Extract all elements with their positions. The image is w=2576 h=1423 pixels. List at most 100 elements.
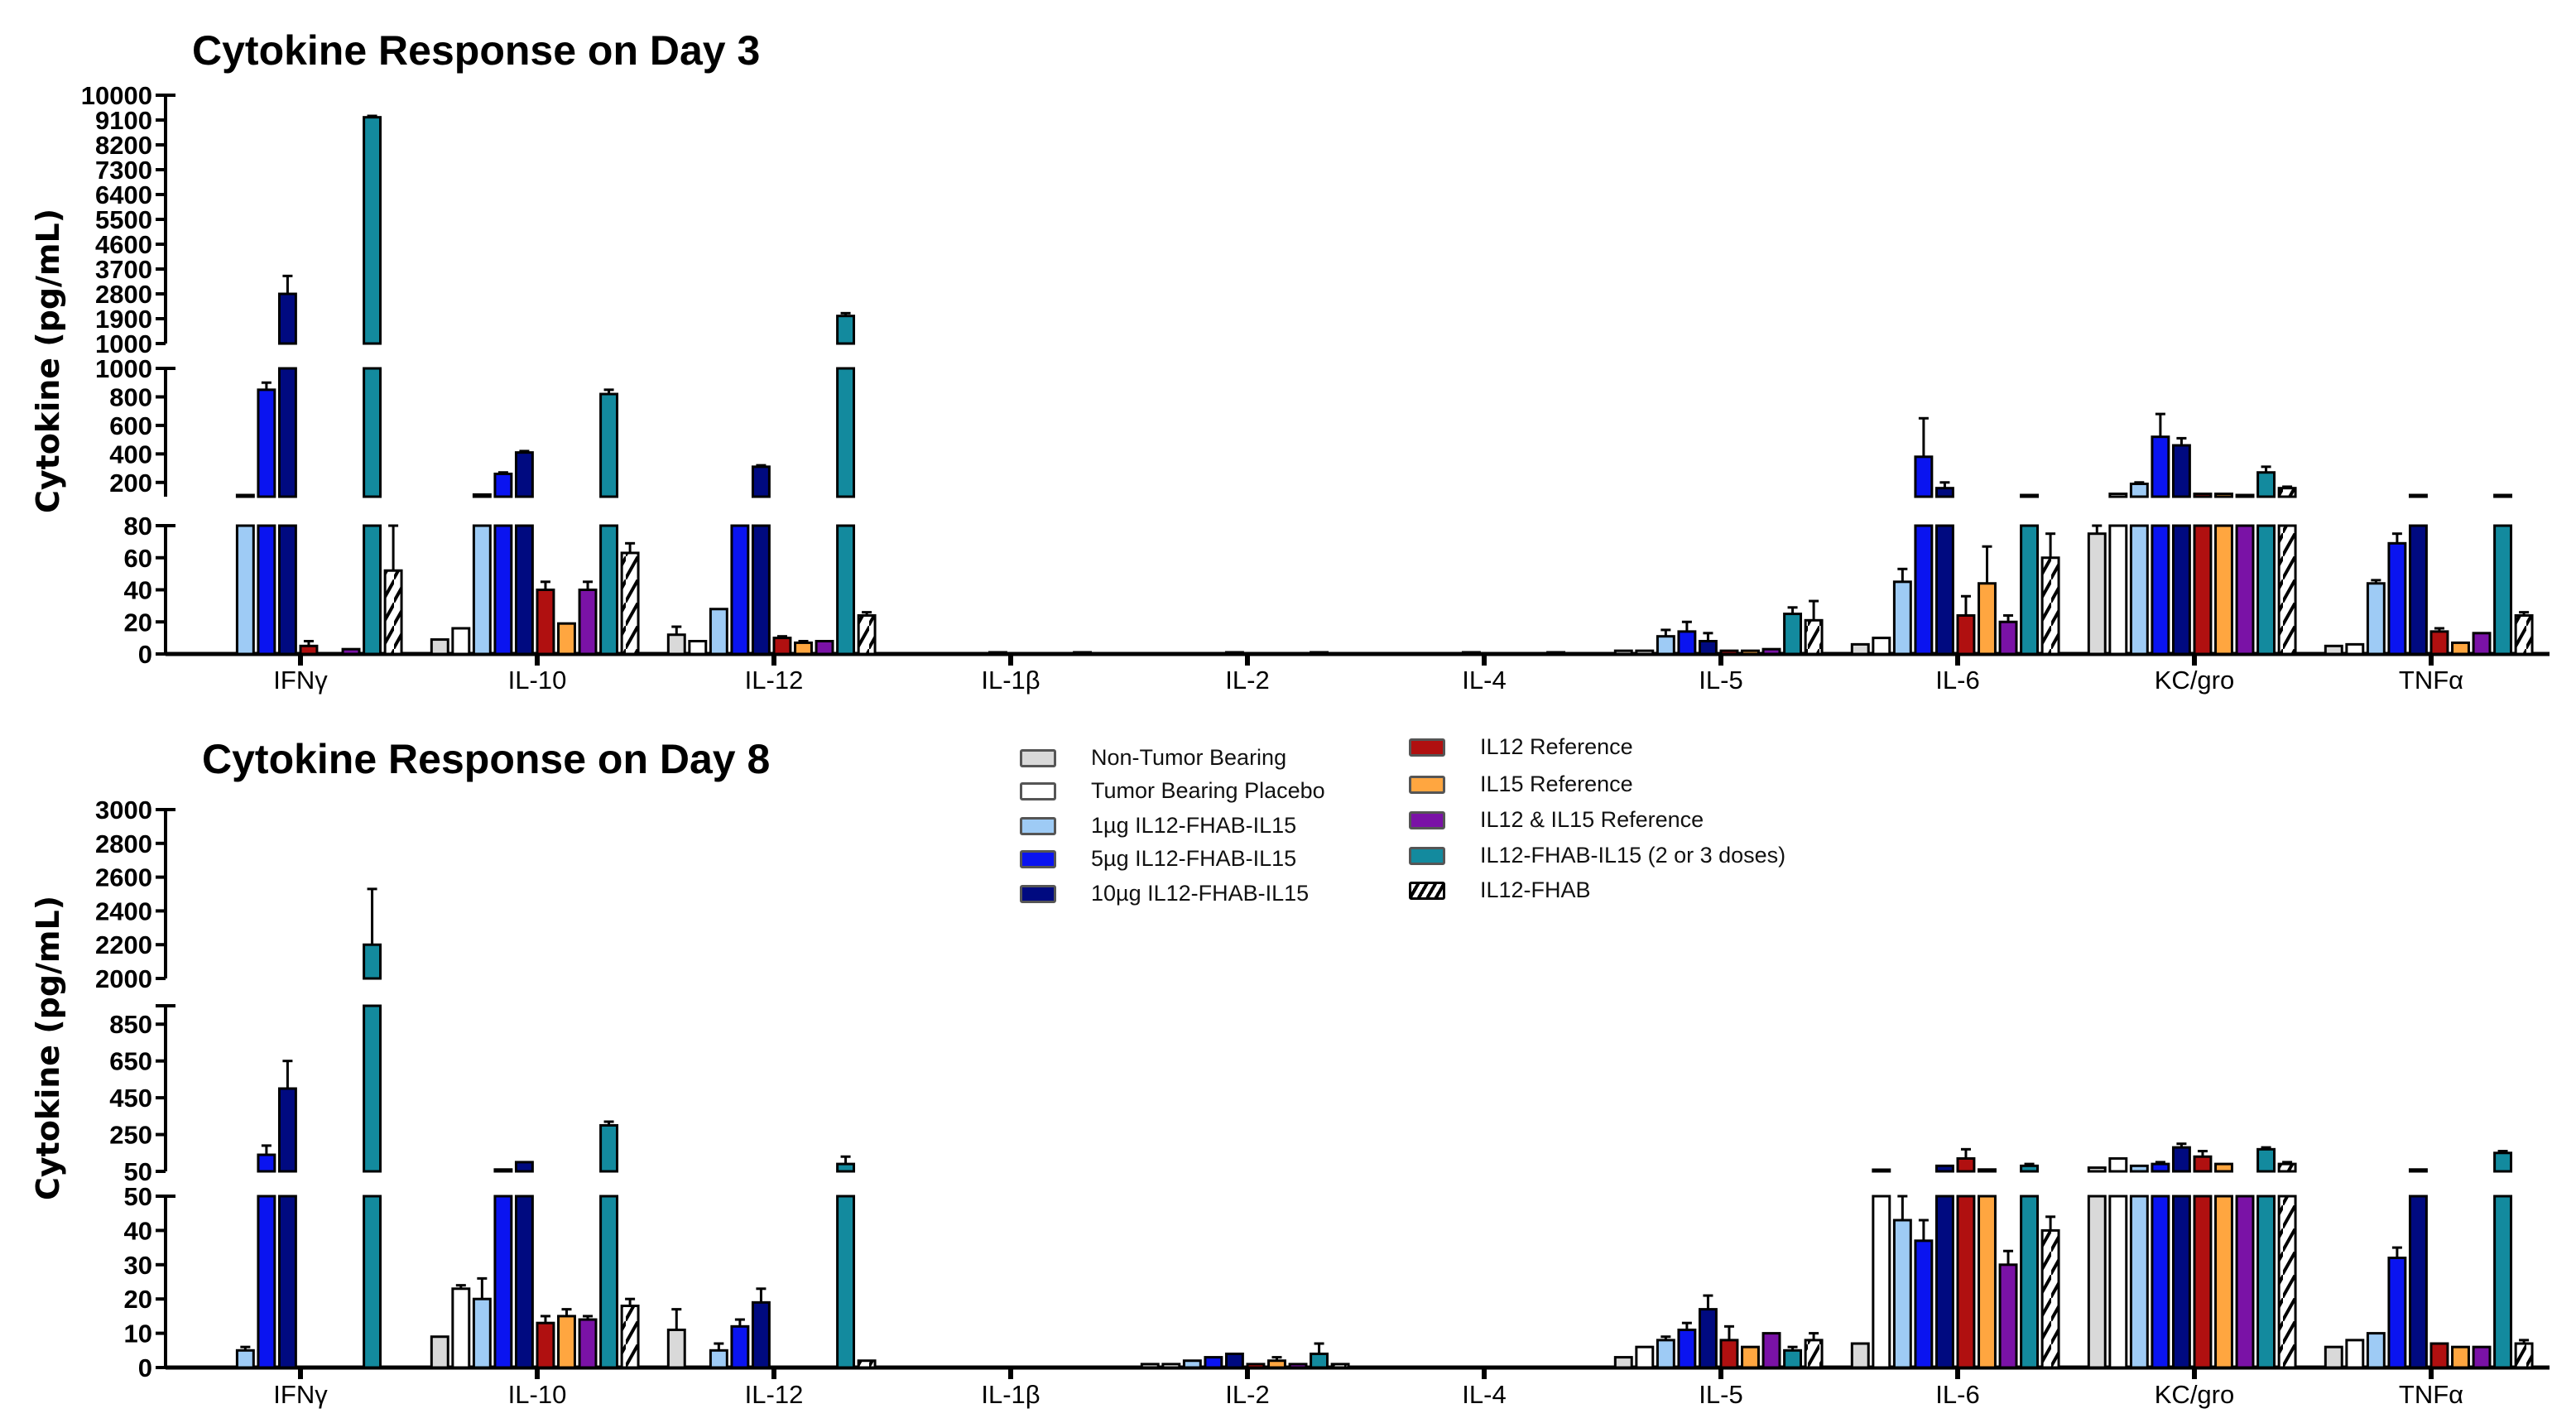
- bar: [2108, 1156, 2128, 1173]
- bar: [277, 1195, 297, 1369]
- bar: [2451, 641, 2470, 656]
- bar: [2040, 1228, 2060, 1369]
- bar: [1804, 618, 1824, 656]
- bar: [557, 1315, 576, 1369]
- y-tick-label: 5500: [95, 205, 152, 234]
- y-tick-label: 40: [124, 576, 152, 605]
- y-tick-label: 850: [109, 1010, 152, 1039]
- y-tick-label: 1900: [95, 305, 152, 334]
- bar: [599, 392, 619, 498]
- bar: [472, 493, 492, 498]
- bar: [493, 472, 513, 498]
- x-tick-label: KC/gro: [2155, 1380, 2234, 1409]
- bar: [1783, 1348, 1803, 1369]
- bar: [2429, 630, 2449, 656]
- bar: [1956, 1156, 1976, 1173]
- bar: [514, 1161, 534, 1173]
- bar: [1741, 1345, 1760, 1369]
- bar: [2151, 1195, 2170, 1369]
- bar: [1677, 1328, 1697, 1369]
- x-tick-label: IL-4: [1462, 1380, 1506, 1409]
- bar: [2408, 493, 2428, 498]
- bar: [363, 1004, 382, 1173]
- bar: [363, 367, 382, 498]
- x-tick-label: IL-2: [1225, 666, 1269, 695]
- bar: [277, 292, 297, 345]
- bar: [1934, 1195, 1954, 1369]
- bar: [1698, 1308, 1718, 1369]
- bar: [2235, 524, 2255, 656]
- bar: [1783, 613, 1803, 656]
- bar: [2514, 614, 2534, 656]
- bar: [2020, 1195, 2040, 1369]
- y-tick-label: 250: [109, 1121, 152, 1150]
- y-tick-label: 200: [109, 469, 152, 498]
- bar: [383, 569, 403, 656]
- bar: [2235, 493, 2255, 498]
- legend-swatch-non-tumor-bearing: [1020, 748, 1056, 767]
- bar: [2345, 1339, 2365, 1369]
- legend-item: 5µg IL12-FHAB-IL15: [1020, 846, 1296, 872]
- bar: [2193, 493, 2213, 498]
- y-tick-label: 2600: [95, 863, 152, 892]
- bar: [2324, 1345, 2343, 1369]
- bar: [599, 1195, 619, 1369]
- legend-label: 5µg IL12-FHAB-IL15: [1091, 846, 1297, 871]
- x-tick-label: IFNγ: [273, 1380, 328, 1409]
- y-tick-label: 2200: [95, 930, 152, 959]
- bar: [730, 524, 750, 656]
- y-tick-label: 450: [109, 1084, 152, 1113]
- bar: [1850, 642, 1870, 656]
- bar: [2040, 556, 2060, 656]
- bar: [277, 524, 297, 656]
- bar: [1182, 1359, 1202, 1369]
- legend-label: 10µg IL12-FHAB-IL15: [1091, 881, 1310, 906]
- bar: [1161, 1363, 1181, 1369]
- bar: [493, 1195, 513, 1369]
- bar: [493, 524, 513, 656]
- x-tick-label: IL-1β: [981, 1380, 1040, 1409]
- bar: [2087, 532, 2107, 656]
- bar: [1956, 614, 1976, 656]
- y-tick-label: 20: [124, 1285, 152, 1314]
- bar: [2151, 524, 2170, 656]
- bar: [430, 1335, 449, 1369]
- bar: [578, 589, 598, 656]
- bar: [1998, 620, 2018, 656]
- bar: [2387, 1257, 2407, 1369]
- bar: [1719, 649, 1739, 656]
- y-tick-label: 10000: [81, 81, 152, 110]
- bar: [2171, 444, 2191, 498]
- bar: [2277, 1162, 2297, 1173]
- y-tick-label: 3000: [95, 796, 152, 824]
- bar: [536, 589, 555, 656]
- bar: [2087, 1166, 2107, 1173]
- y-tick-label: 1000: [95, 329, 152, 358]
- legend-label: IL12 & IL15 Reference: [1480, 807, 1704, 832]
- bar: [277, 367, 297, 498]
- legend-swatch-5ug: [1020, 849, 1056, 868]
- y-tick-label: 400: [109, 440, 152, 469]
- bar: [2366, 582, 2386, 656]
- bar: [2214, 1162, 2233, 1173]
- bar: [730, 1324, 750, 1369]
- bar: [257, 524, 276, 656]
- bar: [1635, 649, 1655, 656]
- bar: [2256, 524, 2276, 656]
- bar: [2193, 1155, 2213, 1173]
- bar: [836, 1195, 856, 1369]
- legend-label: 1µg IL12-FHAB-IL15: [1091, 813, 1297, 838]
- bar: [257, 1195, 276, 1369]
- bar: [2129, 1195, 2149, 1369]
- legend-swatch-il12-il15-reference: [1409, 810, 1445, 829]
- bar: [1461, 651, 1481, 656]
- bar: [299, 644, 319, 656]
- bar: [451, 1287, 471, 1369]
- x-tick-label: IL-10: [508, 1380, 567, 1409]
- bar: [257, 388, 276, 498]
- bar: [1998, 1263, 2018, 1369]
- bar: [1741, 649, 1760, 656]
- bar: [1872, 1195, 1891, 1369]
- legend-item: IL15 Reference: [1409, 772, 1633, 797]
